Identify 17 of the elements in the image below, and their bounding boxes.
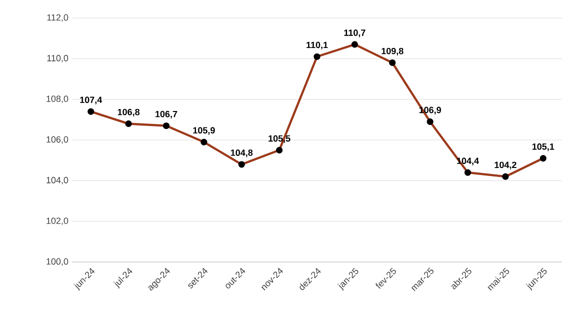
y-tick-label: 104,0 xyxy=(46,176,68,184)
data-label: 110,1 xyxy=(306,42,328,50)
data-label: 104,2 xyxy=(494,162,516,170)
data-label: 106,7 xyxy=(156,110,178,119)
data-label: 107,4 xyxy=(80,96,102,104)
y-tick-label: 100,0 xyxy=(46,258,68,266)
data-label: 105,9 xyxy=(193,127,215,135)
data-label: 110,7 xyxy=(344,30,366,38)
data-label: 105,1 xyxy=(532,143,554,152)
y-tick-label: 108,0 xyxy=(46,96,68,104)
y-tick-label: 112,0 xyxy=(47,14,68,22)
data-label: 109,8 xyxy=(382,48,404,56)
data-label: 104,8 xyxy=(230,150,253,158)
data-label: 106,8 xyxy=(118,108,140,117)
y-tick-label: 102,0 xyxy=(46,218,68,226)
y-tick-label: 110,0 xyxy=(47,54,68,62)
y-tick-label: 106,0 xyxy=(46,136,68,144)
